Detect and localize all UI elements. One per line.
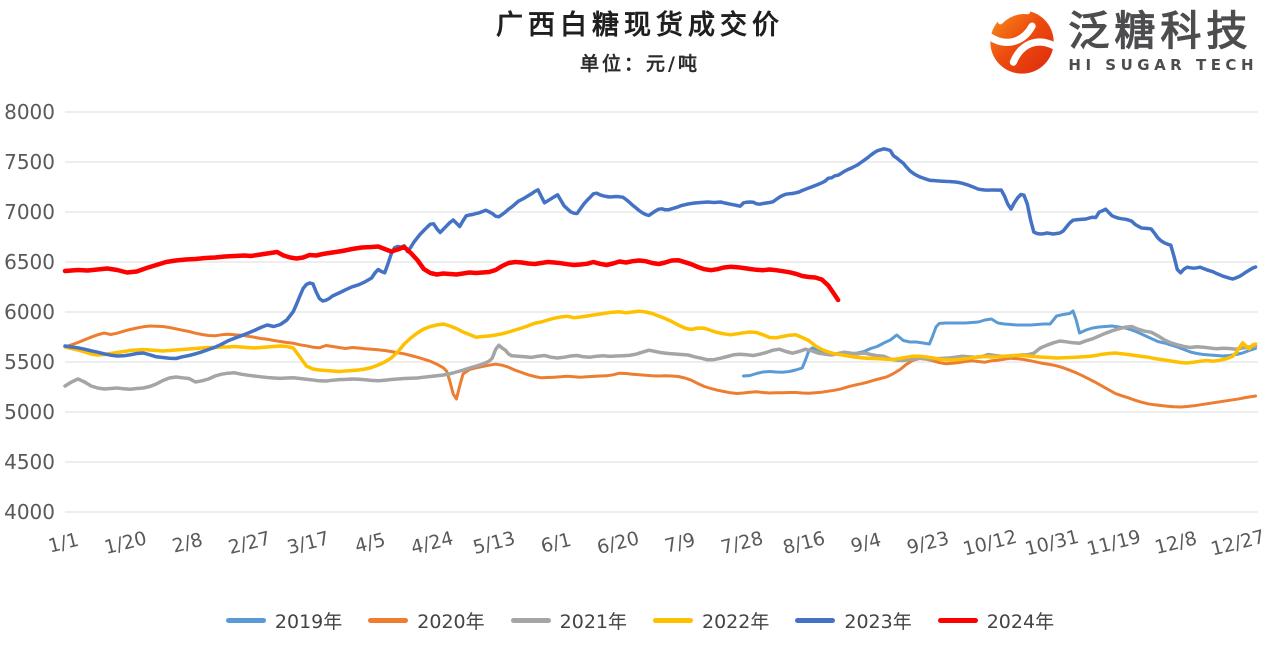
legend-label: 2021年 <box>559 611 627 633</box>
x-tick-label: 9/23 <box>905 527 952 559</box>
x-tick-label: 9/4 <box>849 529 884 558</box>
y-tick-label: 8000 <box>4 100 55 124</box>
legend-item-2021年[interactable]: 2021年 <box>510 607 627 634</box>
y-tick-label: 7000 <box>4 200 55 224</box>
legend-swatch <box>225 618 266 623</box>
y-tick-label: 6500 <box>4 250 55 274</box>
y-tick-label: 4500 <box>4 450 55 474</box>
legend-item-2024年[interactable]: 2024年 <box>937 607 1055 634</box>
legend-label: 2022年 <box>702 611 770 633</box>
series-line-2023年 <box>63 147 1258 361</box>
brand-name-en: HI SUGAR TECH <box>1068 55 1258 74</box>
series-line-2024年 <box>62 244 841 303</box>
x-tick-label: 10/12 <box>961 526 1019 561</box>
y-tick-label: 6000 <box>4 300 55 324</box>
x-tick-label: 7/28 <box>719 527 766 559</box>
y-tick-label: 7500 <box>4 150 55 174</box>
series-line-2022年 <box>63 309 1258 374</box>
series-line-2021年 <box>63 324 1258 391</box>
x-tick-label: 8/16 <box>781 527 828 559</box>
brand-name-cn: 泛糖科技 <box>1068 6 1253 55</box>
legend-label: 2019年 <box>274 611 343 633</box>
legend-swatch <box>368 618 409 623</box>
legend-item-2020年[interactable]: 2020年 <box>368 607 485 634</box>
legend-swatch <box>510 618 551 623</box>
x-tick-label: 7/9 <box>663 529 698 558</box>
legend-swatch <box>937 618 978 623</box>
x-tick-label: 4/5 <box>353 529 388 558</box>
y-tick-label: 5000 <box>4 400 55 424</box>
legend-swatch <box>653 618 693 623</box>
x-tick-label: 11/19 <box>1085 526 1143 561</box>
x-tick-label: 1/1 <box>46 529 81 558</box>
x-tick-label: 12/8 <box>1153 527 1200 559</box>
brand-text: 泛糖科技 HI SUGAR TECH <box>1068 6 1258 74</box>
x-tick-label: 6/1 <box>539 529 574 558</box>
x-tick-label: 4/24 <box>409 527 456 559</box>
x-tick-label: 12/27 <box>1209 526 1267 561</box>
legend-swatch <box>795 618 836 623</box>
chart-legend: 2019年 2020年 2021年 2022年 2023年 2024年 <box>0 607 1280 634</box>
sugar-swirl-icon <box>986 8 1059 74</box>
legend-item-2023年[interactable]: 2023年 <box>795 607 912 634</box>
x-tick-label: 2/8 <box>170 529 205 558</box>
x-tick-label: 10/31 <box>1023 526 1081 561</box>
y-tick-label: 4000 <box>4 500 55 524</box>
series-line-2020年 <box>63 324 1258 409</box>
legend-item-2022年[interactable]: 2022年 <box>653 607 769 634</box>
y-tick-label: 5500 <box>4 350 55 374</box>
x-tick-label: 5/13 <box>471 527 518 559</box>
x-tick-label: 3/17 <box>285 527 332 559</box>
brand-logo: 泛糖科技 HI SUGAR TECH <box>986 6 1258 78</box>
x-tick-label: 2/27 <box>226 527 273 559</box>
price-line-chart: 8000 7500 7000 6500 6000 5500 5000 4500 4000 1/1 1… <box>4 100 1267 561</box>
x-tick-label: 1/20 <box>102 527 149 559</box>
x-tick-label: 6/20 <box>595 527 642 559</box>
legend-label: 2024年 <box>986 611 1055 633</box>
legend-item-2019年[interactable]: 2019年 <box>225 607 343 634</box>
legend-label: 2020年 <box>417 611 485 633</box>
legend-label: 2023年 <box>844 611 912 633</box>
